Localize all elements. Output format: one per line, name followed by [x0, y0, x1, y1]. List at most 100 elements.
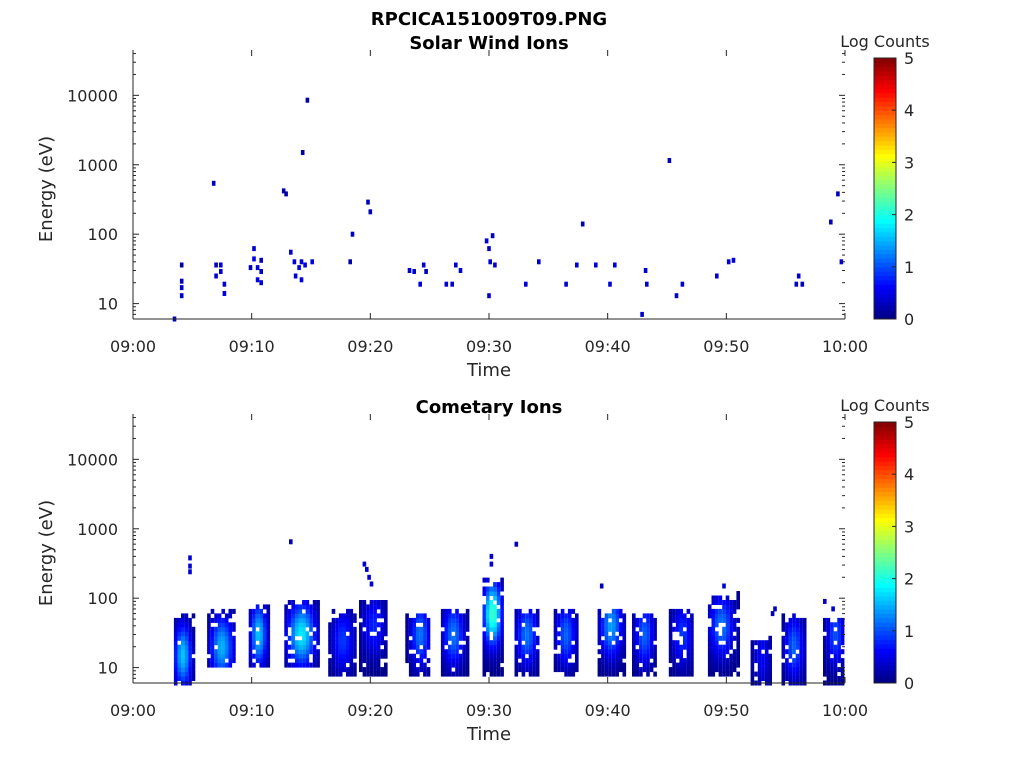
spectrogram-cell — [252, 613, 256, 619]
spectrogram-cell — [575, 626, 579, 632]
spectrogram-cell — [736, 658, 740, 664]
spectrogram-cell — [412, 667, 416, 673]
spectrogram-cell — [800, 281, 805, 287]
spectrogram-cell — [426, 644, 431, 650]
spectrogram-cell — [376, 671, 381, 677]
spectrogram-cell — [736, 604, 740, 610]
spectrogram-cell — [799, 617, 803, 623]
spectrogram-cell — [266, 622, 271, 628]
spectrogram-cell — [571, 667, 576, 673]
spectrogram-cell — [560, 613, 565, 619]
spectrogram-cell — [214, 617, 218, 623]
spectrogram-cell — [366, 608, 370, 614]
spectrogram-cell — [465, 667, 470, 673]
spectrogram-cell — [465, 626, 470, 632]
spectrogram-cell — [369, 640, 374, 646]
spectrogram-cell — [188, 640, 192, 646]
spectrogram-cell — [611, 613, 616, 619]
spectrogram-cell — [726, 259, 731, 265]
spectrogram-cell — [675, 613, 680, 619]
spectrogram-cell — [496, 591, 501, 596]
spectrogram-cell — [349, 608, 354, 614]
spectrogram-cell — [217, 662, 222, 668]
spectrogram-cell — [718, 595, 723, 601]
spectrogram-cell — [649, 640, 654, 646]
spectrogram-cell — [532, 631, 536, 637]
spectrogram-cell — [328, 644, 332, 650]
spectrogram-cell — [792, 644, 796, 650]
spectrogram-cell — [675, 649, 680, 655]
spectrogram-cell — [440, 608, 445, 614]
spectrogram-cell — [369, 604, 374, 610]
spectrogram-cell — [489, 591, 494, 596]
spectrogram-cell — [419, 653, 424, 659]
spectrogram-cell — [232, 608, 236, 614]
spectrogram-cell — [725, 667, 730, 673]
spectrogram-cell — [458, 631, 463, 637]
spectrogram-cell — [518, 644, 522, 650]
spectrogram-cell — [608, 635, 612, 641]
spectrogram-cell — [622, 667, 627, 673]
spectrogram-cell — [405, 649, 409, 655]
spectrogram-cell — [455, 608, 459, 614]
spectrogram-cell — [287, 608, 292, 614]
spectrogram-cell — [362, 617, 367, 623]
spectrogram-cell — [785, 662, 789, 668]
colorbar-segment — [874, 149, 896, 155]
spectrogram-cell — [557, 631, 561, 637]
spectrogram-cell — [514, 541, 519, 547]
x-tick-label: 09:10 — [229, 337, 275, 356]
spectrogram-cell — [718, 635, 723, 641]
spectrogram-cell — [359, 658, 363, 664]
spectrogram-cell — [177, 671, 182, 677]
spectrogram-cell — [219, 269, 223, 274]
spectrogram-cell — [653, 649, 657, 655]
spectrogram-cell — [711, 644, 716, 650]
spectrogram-cell — [686, 626, 691, 632]
spectrogram-cell — [514, 617, 519, 623]
spectrogram-cell — [722, 613, 726, 619]
spectrogram-cell — [722, 631, 726, 637]
spectrogram-cell — [785, 658, 789, 664]
spectrogram-cell — [493, 613, 497, 619]
spectrogram-cell — [346, 635, 350, 641]
spectrogram-cell — [252, 608, 256, 614]
spectrogram-cell — [649, 626, 654, 632]
spectrogram-cell — [604, 631, 609, 637]
x-tick-label: 09:20 — [347, 701, 393, 720]
spectrogram-cell — [444, 617, 449, 623]
spectrogram-cell — [346, 626, 350, 632]
spectrogram-cell — [419, 640, 424, 646]
spectrogram-cell — [823, 649, 827, 655]
spectrogram-cell — [575, 622, 579, 628]
spectrogram-cell — [649, 667, 654, 673]
spectrogram-cell — [335, 662, 339, 668]
spectrogram-cell — [380, 604, 384, 610]
spectrogram-cell — [426, 658, 431, 664]
spectrogram-cell — [366, 631, 370, 637]
spectrogram-cell — [668, 653, 673, 659]
spectrogram-cell — [224, 626, 229, 632]
spectrogram-cell — [412, 644, 416, 650]
spectrogram-cell — [179, 262, 184, 268]
spectrogram-cell — [451, 671, 456, 677]
spectrogram-cell — [672, 626, 676, 632]
spectrogram-cell — [521, 631, 526, 637]
spectrogram-cell — [830, 626, 834, 632]
spectrogram-cell — [571, 644, 576, 650]
spectrogram-cell — [284, 662, 288, 668]
colorbar-segment — [874, 495, 896, 501]
spectrogram-cell — [346, 658, 350, 664]
spectrogram-cell — [500, 626, 504, 632]
spectrogram-cell — [455, 667, 459, 673]
spectrogram-cell — [448, 608, 452, 614]
spectrogram-cell — [440, 671, 445, 677]
spectrogram-cell — [188, 653, 192, 659]
spectrogram-cell — [528, 617, 533, 623]
colorbar-segment — [874, 245, 896, 250]
colorbar-segment — [874, 548, 896, 553]
spectrogram-cell — [564, 667, 568, 673]
spectrogram-cell — [528, 640, 533, 646]
spectrogram-cell — [305, 649, 310, 655]
spectrogram-cell — [426, 631, 431, 637]
